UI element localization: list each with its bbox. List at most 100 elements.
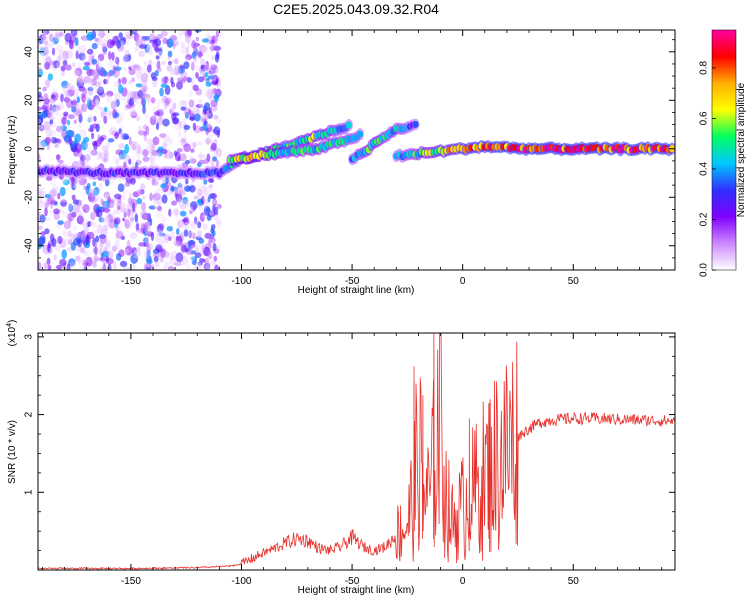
noise-cell xyxy=(156,34,163,40)
noise-cell xyxy=(118,154,123,161)
noise-cell xyxy=(132,30,141,33)
noise-cell xyxy=(121,77,127,85)
noise-cell xyxy=(67,89,75,97)
noise-cell xyxy=(111,51,115,61)
noise-cell xyxy=(113,209,119,215)
noise-cell xyxy=(102,225,108,236)
noise-cell xyxy=(192,142,197,149)
noise-cell xyxy=(167,50,173,58)
noise-cell xyxy=(198,44,207,53)
noise-cell xyxy=(76,96,81,104)
noise-cell xyxy=(66,263,71,270)
noise-cell xyxy=(177,219,184,228)
colorbar-tick-label: 0.8 xyxy=(699,61,710,75)
noise-cell xyxy=(86,182,91,190)
x-tick-label: -150 xyxy=(121,276,141,287)
noise-cell xyxy=(117,196,122,205)
noise-cell xyxy=(70,261,75,268)
noise-cell xyxy=(111,245,118,252)
noise-cell xyxy=(155,210,164,218)
noise-cell xyxy=(154,188,161,198)
noise-cell xyxy=(214,93,219,103)
noise-cell xyxy=(189,255,196,262)
noise-cell xyxy=(96,87,104,94)
noise-cell xyxy=(133,94,137,103)
noise-cell xyxy=(204,63,210,73)
noise-cell xyxy=(115,200,123,206)
noise-cell xyxy=(142,213,149,220)
noise-cell xyxy=(98,30,105,39)
noise-cell xyxy=(213,255,218,262)
noise-cell xyxy=(194,65,201,72)
noise-cell xyxy=(96,78,103,85)
noise-cell xyxy=(62,229,67,237)
noise-cell xyxy=(133,141,139,149)
noise-cell xyxy=(49,130,56,136)
noise-cell xyxy=(179,210,187,217)
noise-cell xyxy=(185,222,189,231)
noise-cell xyxy=(116,40,122,49)
noise-cell xyxy=(127,61,135,68)
noise-cell xyxy=(197,188,203,197)
noise-cell xyxy=(192,84,199,92)
noise-cell xyxy=(166,38,174,48)
noise-cell xyxy=(198,154,206,159)
noise-cell xyxy=(197,230,202,238)
noise-cell xyxy=(103,157,108,162)
noise-cell xyxy=(92,181,97,187)
noise-cell xyxy=(78,128,87,137)
noise-cell xyxy=(177,182,183,188)
noise-cell xyxy=(196,141,204,146)
noise-cell xyxy=(197,98,202,104)
noise-cell xyxy=(87,116,95,124)
noise-cell xyxy=(167,55,171,61)
noise-cell xyxy=(115,99,120,107)
noise-cell xyxy=(215,219,222,225)
noise-cell xyxy=(201,185,207,193)
noise-cell xyxy=(207,251,213,260)
noise-cell xyxy=(66,119,71,126)
noise-cell xyxy=(42,46,49,56)
noise-cell xyxy=(129,192,132,203)
noise-cell xyxy=(39,47,47,56)
noise-cell xyxy=(174,188,178,194)
noise-cell xyxy=(189,209,193,215)
noise-cell xyxy=(45,127,52,137)
noise-cell xyxy=(177,139,185,144)
noise-cell xyxy=(156,205,162,212)
noise-cell xyxy=(123,66,127,73)
noise-cell xyxy=(149,192,153,201)
noise-cell xyxy=(142,156,150,163)
noise-cell xyxy=(181,255,189,266)
noise-cell xyxy=(133,250,141,259)
noise-cell xyxy=(185,47,189,55)
noise-cell xyxy=(105,216,110,226)
noise-cell xyxy=(153,198,157,209)
noise-cell xyxy=(153,255,159,263)
noise-cell xyxy=(80,231,87,241)
noise-cell xyxy=(44,137,52,144)
noise-cell xyxy=(199,58,206,66)
noise-cell xyxy=(86,147,92,153)
noise-cell xyxy=(76,79,85,89)
noise-cell xyxy=(86,31,94,41)
noise-cell xyxy=(169,256,177,266)
noise-cell xyxy=(85,141,90,149)
noise-cell xyxy=(67,212,75,222)
noise-cell xyxy=(92,247,101,256)
noise-cell xyxy=(160,148,168,154)
noise-cell xyxy=(47,243,51,253)
colorbar-ticks: 0.0 0.2 0.4 0.6 0.8 xyxy=(699,61,716,277)
noise-cell xyxy=(170,250,177,259)
noise-cell xyxy=(173,239,180,247)
noise-cell xyxy=(186,77,192,83)
noise-cell xyxy=(72,225,78,232)
noise-cell xyxy=(210,142,217,151)
noise-cell xyxy=(93,141,98,151)
noise-cell xyxy=(146,259,153,265)
noise-cell xyxy=(95,99,100,107)
noise-cell xyxy=(197,261,203,266)
y-tick-label: 20 xyxy=(24,94,35,106)
noise-cell xyxy=(90,211,96,221)
noise-cell xyxy=(96,150,105,161)
